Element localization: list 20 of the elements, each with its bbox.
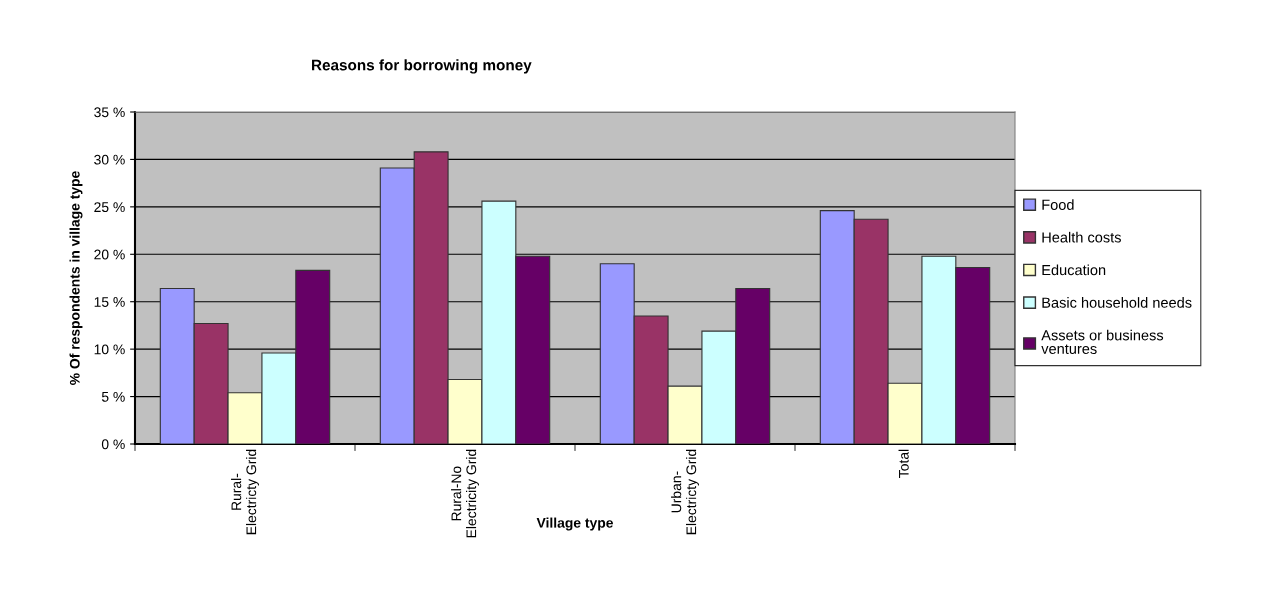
x-tick-label: Total — [898, 449, 909, 478]
y-tick-label: 5 % — [101, 391, 125, 402]
y-tick-label: 15 % — [94, 297, 125, 307]
legend-label: Health costs — [1042, 231, 1121, 243]
legend-label: Education — [1042, 264, 1106, 276]
x-tick-label: Rural-No Electricity Grid — [451, 449, 479, 538]
y-tick-label: 10 % — [94, 344, 125, 355]
legend-label: Food — [1042, 199, 1074, 210]
legend-label: Basic household needs — [1042, 297, 1192, 308]
chart-title: Reasons for borrowing money — [312, 59, 532, 74]
y-tick-label: 30 % — [94, 154, 125, 165]
y-axis-title: % Of respondents in village type — [69, 171, 83, 385]
y-tick-label: 25 % — [94, 202, 125, 213]
x-tick-label: Urban- Electricty Grid — [671, 449, 699, 535]
legend-label: Assets or business ventures — [1041, 329, 1164, 354]
y-tick-label: 20 % — [94, 249, 125, 260]
y-tick-label: 35 % — [94, 107, 125, 118]
x-tick-label: Rural- Electricty Grid — [231, 449, 259, 535]
x-axis-title: Village type — [536, 517, 613, 531]
y-tick-label: 0 % — [101, 439, 125, 450]
